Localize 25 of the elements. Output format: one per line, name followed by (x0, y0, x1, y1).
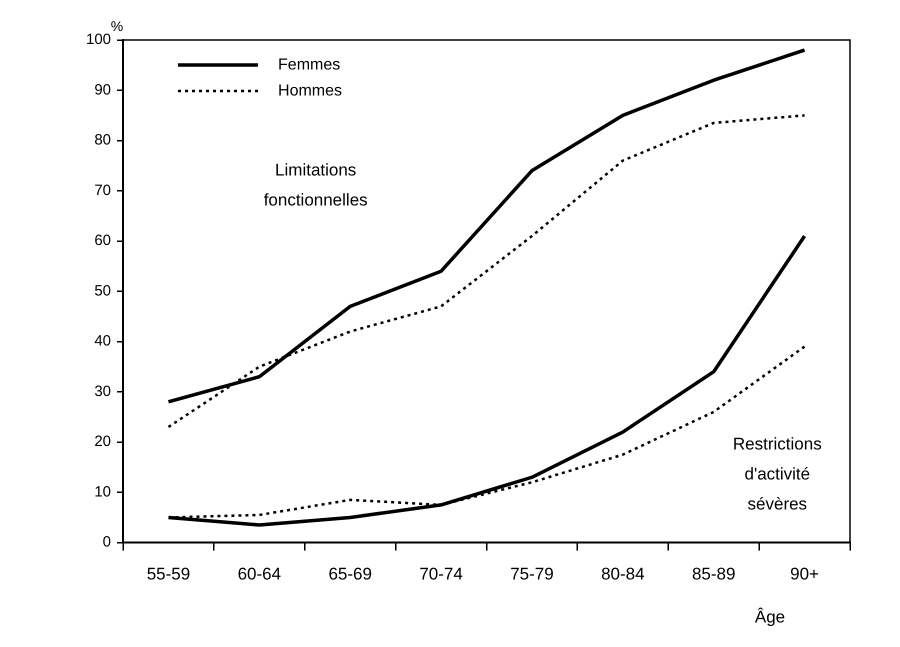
y-tick-label: 30 (94, 382, 112, 400)
annotation: Restrictions d'activité sévères (732, 434, 822, 514)
x-tick-label: 85-89 (692, 564, 736, 584)
x-tick-label: 75-79 (510, 564, 554, 584)
x-tick-label: 65-69 (328, 564, 372, 584)
y-tick-label: 20 (94, 433, 112, 450)
y-tick-label: 70 (94, 182, 112, 199)
y-tick-label: 100 (86, 31, 112, 48)
y-tick-label: 10 (94, 483, 112, 500)
x-tick-label: 70-74 (419, 564, 463, 584)
x-tick-label: 90+ (790, 564, 820, 584)
legend-label: Hommes (278, 82, 342, 100)
y-axis-title: % (110, 18, 124, 34)
y-tick-label: 60 (94, 232, 112, 250)
y-tick-label: 0 (102, 534, 112, 551)
annotation: Limitations fonctionnelles (264, 160, 368, 210)
y-tick-label: 90 (94, 81, 112, 98)
y-tick-label: 40 (94, 332, 112, 350)
x-axis-title: Âge (754, 608, 786, 627)
x-tick-label: 60-64 (238, 564, 282, 584)
y-tick-label: 50 (94, 282, 112, 300)
x-tick-label: 55-59 (146, 564, 190, 584)
y-tick-label: 80 (94, 132, 112, 149)
legend-label: Femmes (278, 56, 340, 74)
x-tick-label: 80-84 (601, 564, 645, 584)
